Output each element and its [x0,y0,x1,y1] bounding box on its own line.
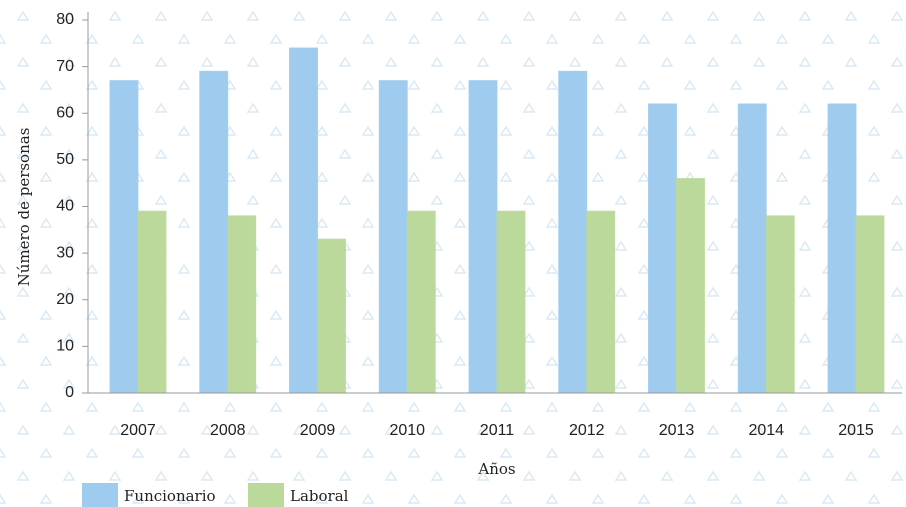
legend-swatch [248,483,284,507]
bar [827,103,857,394]
y-tick-label: 70 [56,58,74,75]
x-axis-label: Años [477,460,515,478]
bar [317,238,346,394]
bar [676,178,705,394]
y-axis-label: Número de personas [15,128,33,287]
bar [378,80,408,394]
x-tick-label: 2013 [659,422,695,439]
bar [468,80,498,394]
legend-swatch [82,483,118,507]
y-tick-label: 10 [56,338,74,355]
x-tick-label: 2007 [120,422,156,439]
y-tick-label: 0 [65,384,74,401]
y-tick-label: 80 [56,11,74,28]
x-tick-label: 2014 [748,422,784,439]
x-tick-label: 2009 [300,422,336,439]
legend-label: Funcionario [124,487,216,505]
bar [496,210,526,394]
bar [648,103,677,394]
bar [109,80,139,394]
bar [137,210,167,394]
x-tick-label: 2010 [389,422,425,439]
bar [737,103,767,394]
y-tick-label: 50 [56,151,74,168]
bar [855,215,885,394]
bar [289,47,318,394]
bar [558,70,588,394]
x-tick-label: 2015 [838,422,874,439]
x-tick-label: 2008 [210,422,246,439]
y-tick-label: 40 [56,198,74,215]
y-tick-label: 30 [56,244,74,261]
bar [586,210,616,394]
x-tick-label: 2011 [480,422,515,439]
bar [227,215,257,394]
bar [406,210,436,394]
legend-label: Laboral [290,487,349,505]
bar [199,70,229,394]
x-tick-label: 2012 [569,422,605,439]
bar [765,215,795,394]
y-tick-label: 20 [56,291,74,308]
y-tick-label: 60 [56,104,74,121]
